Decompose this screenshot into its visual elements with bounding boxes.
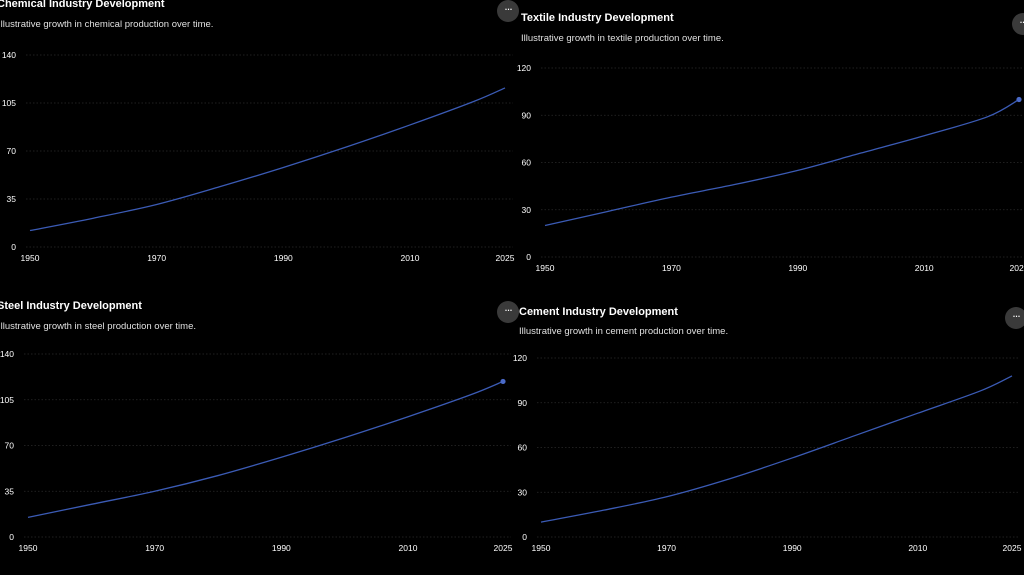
x-tick-label: 2010	[908, 543, 927, 553]
y-tick-label: 30	[518, 487, 528, 497]
chart-title: Chemical Industry Development	[0, 0, 165, 10]
chart-title: Cement Industry Development	[519, 306, 678, 318]
x-tick-label: 1990	[783, 543, 802, 553]
data-point	[500, 378, 506, 385]
chart-title: Textile Industry Development	[521, 12, 674, 24]
x-tick-label: 2010	[915, 263, 934, 273]
y-tick-label: 140	[0, 349, 14, 359]
x-tick-label: 1970	[145, 543, 164, 553]
series-line	[29, 87, 506, 232]
line-chart: 0 30 60 90 120 1950 1970 1990 2010 2025	[517, 63, 1024, 273]
more-options-button[interactable]: ···	[497, 301, 519, 323]
y-tick-label: 60	[522, 158, 532, 168]
more-options-button[interactable]: ···	[497, 0, 519, 22]
x-tick-label: 1950	[532, 543, 551, 553]
line-chart: 0 35 70 105 140 1950 1970 1990 2010 2025	[2, 50, 515, 263]
y-tick-label: 35	[5, 486, 15, 496]
y-tick-label: 90	[522, 110, 532, 120]
more-options-button[interactable]: ···	[1012, 13, 1024, 35]
y-tick-label: 60	[518, 443, 528, 453]
series-line	[540, 375, 1013, 523]
x-tick-label: 2025	[494, 543, 513, 553]
series-line	[544, 98, 1020, 227]
chart-panel-chemical: Chemical Industry Development Illustrati…	[0, 0, 520, 285]
y-tick-label: 0	[522, 532, 527, 542]
y-tick-label: 0	[526, 252, 531, 262]
data-point	[1016, 96, 1022, 103]
y-tick-label: 0	[9, 532, 14, 542]
y-tick-label: 105	[0, 395, 14, 405]
chart-subtitle: Illustrative growth in textile productio…	[521, 33, 724, 44]
chart-panel-textile: Textile Industry Development Illustrativ…	[515, 0, 1024, 285]
y-tick-label: 70	[5, 441, 15, 451]
x-tick-label: 2010	[399, 543, 418, 553]
chart-subtitle: Illustrative growth in cement production…	[519, 326, 729, 337]
chart-subtitle: Illustrative growth in chemical producti…	[0, 19, 214, 30]
y-tick-label: 105	[2, 98, 16, 108]
y-tick-label: 0	[11, 242, 16, 252]
more-options-button[interactable]: ···	[1005, 307, 1024, 329]
x-tick-label: 1990	[788, 263, 807, 273]
x-tick-label: 1970	[657, 543, 676, 553]
chart-panel-steel: Steel Industry Development Illustrative …	[0, 290, 520, 575]
chart-subtitle: Illustrative growth in steel production …	[0, 321, 197, 332]
x-tick-label: 2025	[1010, 263, 1024, 273]
y-tick-label: 70	[7, 146, 17, 156]
chart-title: Steel Industry Development	[0, 300, 142, 312]
x-tick-label: 2010	[401, 253, 420, 263]
y-tick-label: 35	[7, 194, 17, 204]
x-tick-label: 1990	[272, 543, 291, 553]
series-line	[27, 380, 504, 519]
x-tick-label: 1950	[21, 253, 40, 263]
y-tick-label: 120	[513, 353, 527, 363]
more-horizontal-icon: ···	[1012, 310, 1020, 323]
x-tick-label: 1990	[274, 253, 293, 263]
line-chart: 0 35 70 105 140 1950 1970 1990 2010 2025	[0, 349, 513, 553]
more-horizontal-icon: ···	[1019, 16, 1024, 29]
line-chart: 0 30 60 90 120 1950 1970 1990 2010 2025	[513, 353, 1022, 553]
x-tick-label: 1970	[662, 263, 681, 273]
x-tick-label: 2025	[1003, 543, 1022, 553]
y-tick-label: 120	[517, 63, 531, 73]
more-horizontal-icon: ···	[504, 304, 512, 317]
more-horizontal-icon: ···	[504, 3, 512, 16]
chart-panel-cement: Cement Industry Development Illustrative…	[513, 290, 1024, 575]
y-tick-label: 90	[518, 398, 528, 408]
x-tick-label: 1970	[147, 253, 166, 263]
x-tick-label: 1950	[536, 263, 555, 273]
x-tick-label: 2025	[496, 253, 515, 263]
y-tick-label: 30	[522, 205, 532, 215]
x-tick-label: 1950	[19, 543, 38, 553]
y-tick-label: 140	[2, 50, 16, 60]
